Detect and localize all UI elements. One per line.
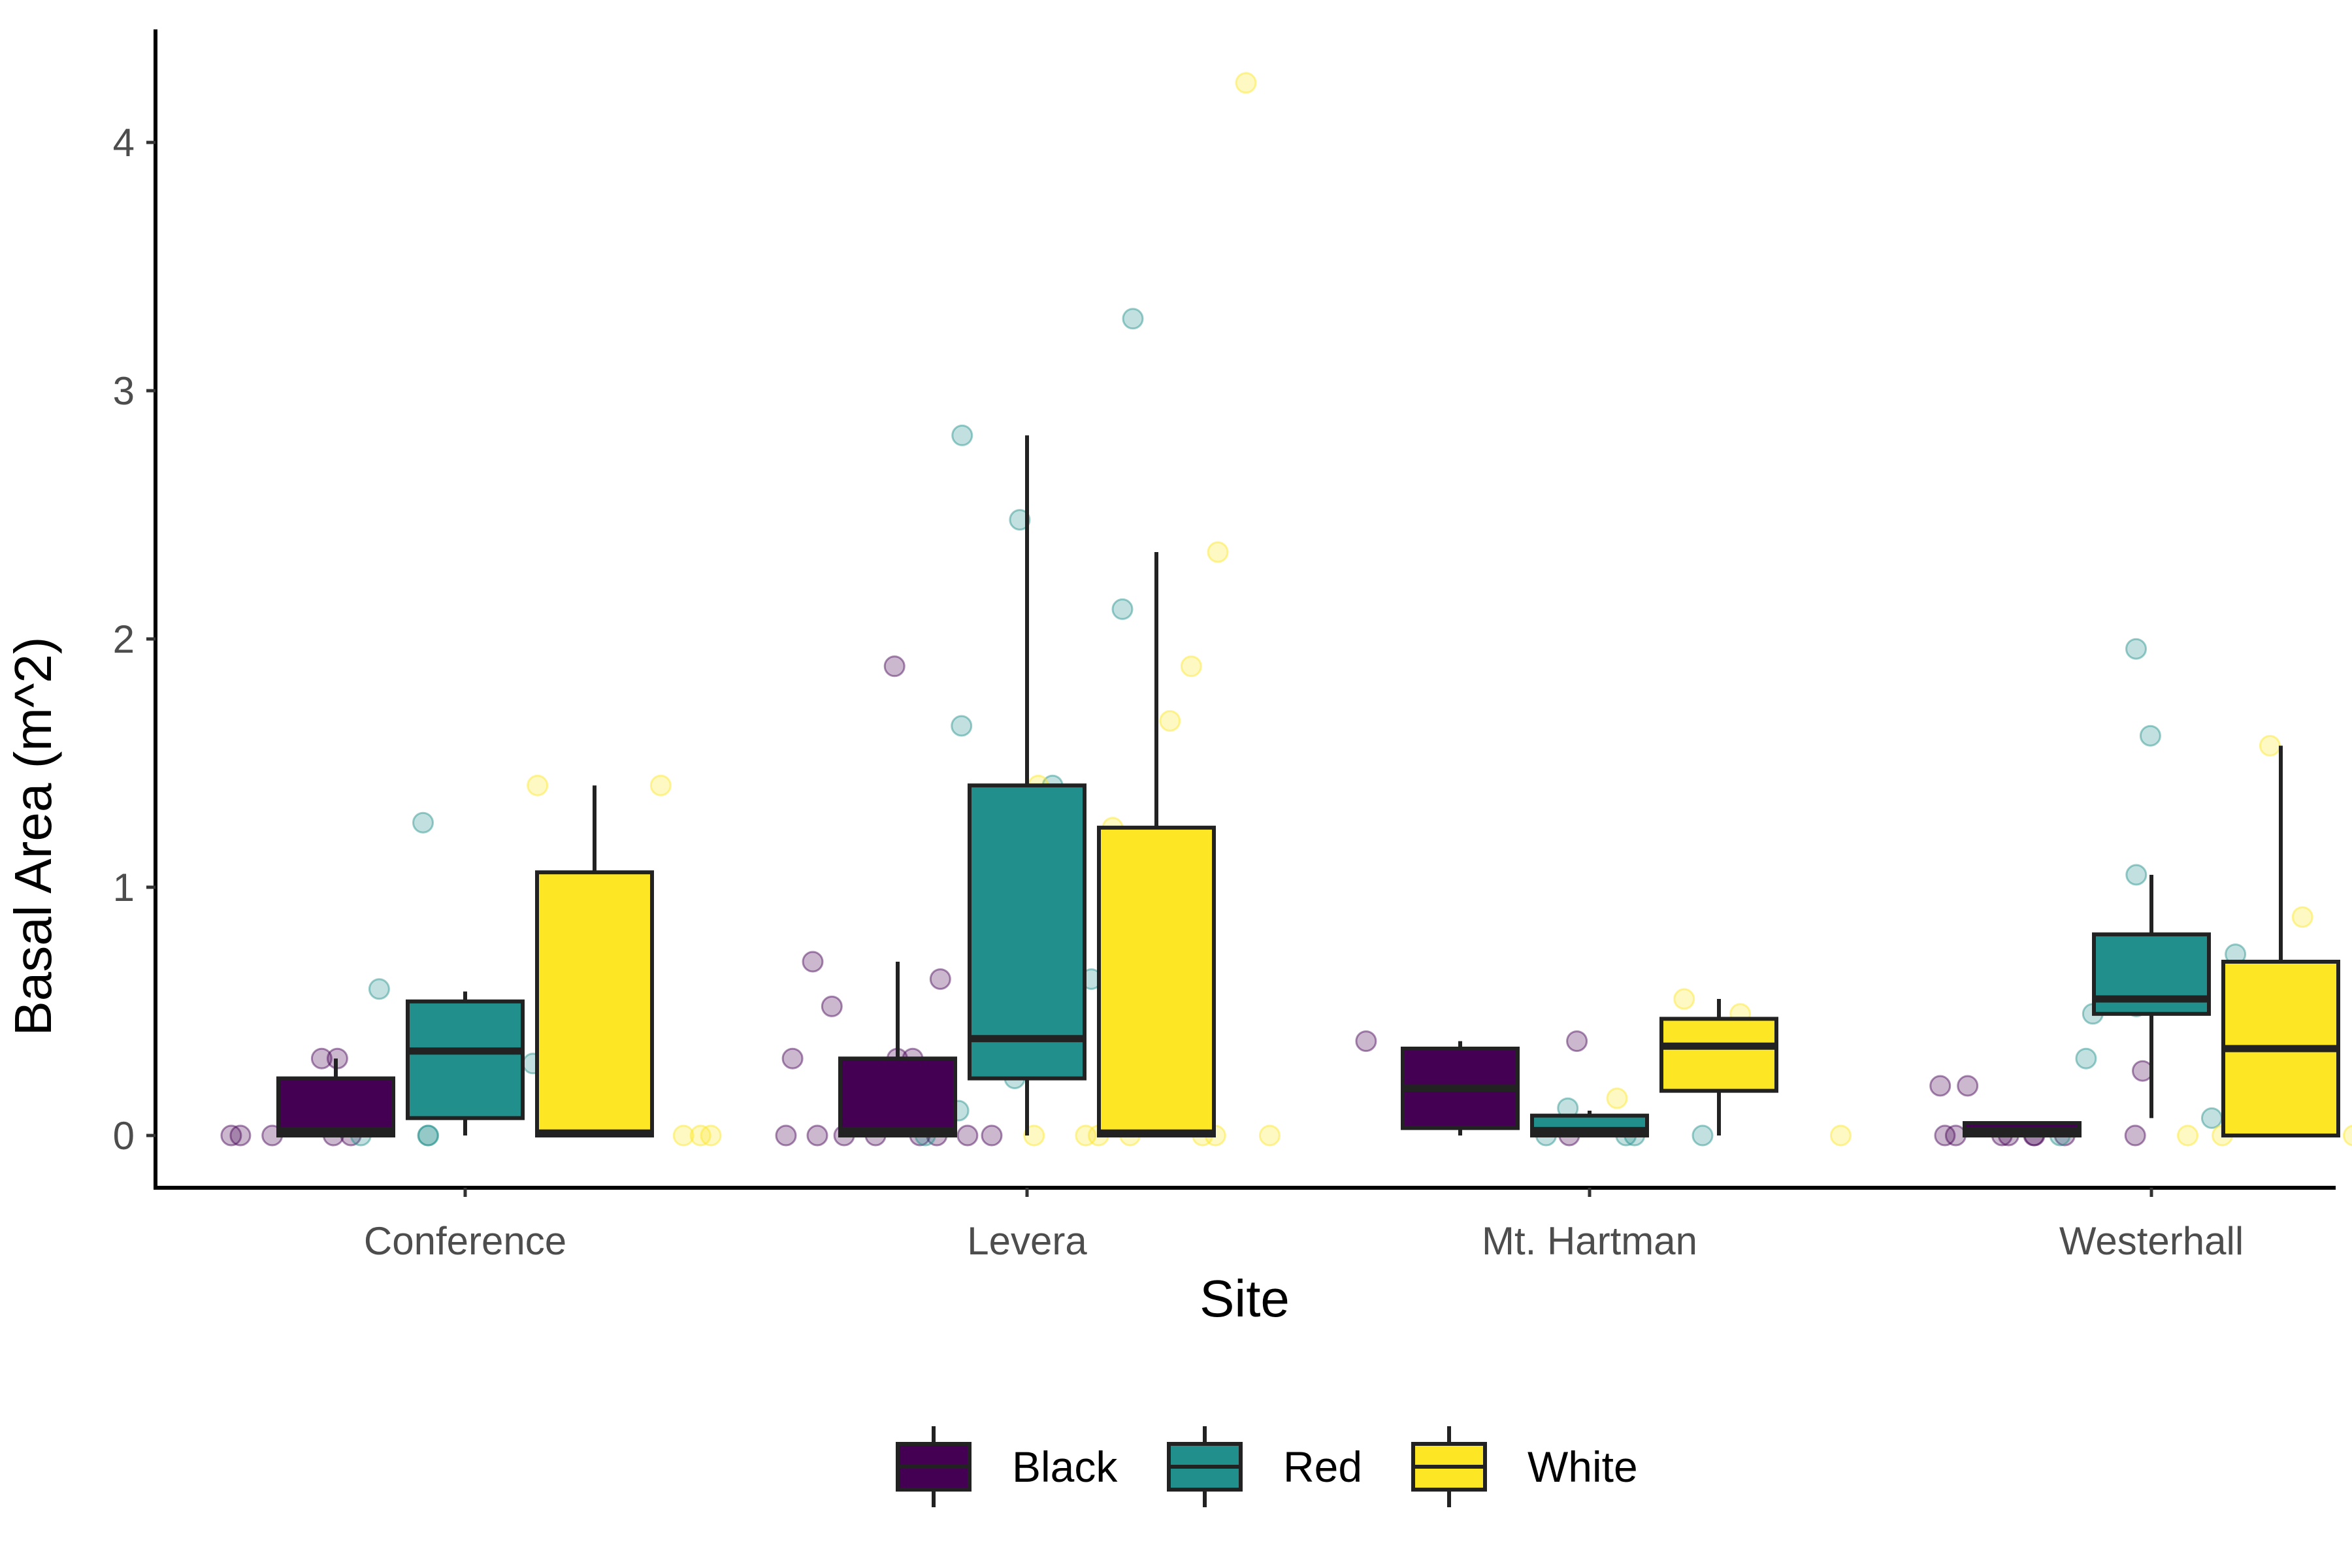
- box-black-westerhall: [1963, 1121, 2082, 1137]
- point-white-1-7: [1075, 1124, 1097, 1147]
- point-white-0-3: [700, 1124, 722, 1147]
- point-red-0-4: [417, 1124, 439, 1147]
- point-white-1-3: [1159, 710, 1181, 732]
- box-red-westerhall: [2092, 875, 2211, 1119]
- point-red-0-0: [412, 811, 434, 834]
- y-tick-label: 2: [113, 617, 135, 661]
- point-black-1-0: [981, 1124, 1003, 1147]
- legend-label-black: Black: [1012, 1443, 1118, 1491]
- y-axis-title: Basal Area (m^2): [4, 636, 62, 1036]
- point-black-3-0: [2124, 1124, 2146, 1147]
- point-red-1-0: [1122, 308, 1144, 330]
- point-red-1-1: [951, 424, 973, 446]
- point-black-1-8: [821, 995, 843, 1017]
- point-black-3-5: [1957, 1075, 1979, 1097]
- point-white-1-13: [1023, 1124, 1045, 1147]
- point-white-3-2: [2291, 906, 2313, 928]
- point-black-1-13: [806, 1124, 828, 1147]
- point-red-2-4: [1691, 1124, 1714, 1147]
- box-white-levera: [1097, 552, 1216, 1138]
- point-white-1-1: [1207, 541, 1229, 563]
- point-white-3-0: [2259, 734, 2281, 757]
- legend-label-red: Red: [1283, 1443, 1362, 1491]
- legend-item-red: Red: [1167, 1426, 1362, 1507]
- point-black-3-9: [1944, 1124, 1967, 1147]
- box-black-levera: [838, 962, 957, 1137]
- point-white-2-4: [1829, 1124, 1852, 1147]
- box-white-westerhall: [2221, 745, 2340, 1137]
- x-tick-label: Conference: [364, 1219, 566, 1263]
- point-red-1-2: [1111, 598, 1134, 620]
- point-black-3-6: [1929, 1075, 1952, 1097]
- axes-layer: 0 1 2 3 4 Conference Levera Mt. Hartman Westerha…: [113, 29, 2336, 1263]
- y-tick-label: 3: [113, 369, 135, 413]
- point-red-1-3: [1009, 509, 1031, 531]
- x-tick-label: Levera: [967, 1219, 1087, 1263]
- point-black-2-2: [1355, 1030, 1377, 1053]
- point-red-3-1: [2139, 725, 2161, 747]
- y-tick-label: 4: [113, 121, 135, 165]
- point-red-1-4: [951, 715, 973, 737]
- x-axis-title: Site: [1200, 1269, 1290, 1328]
- box-red-conference: [406, 991, 525, 1135]
- point-black-0-2: [229, 1124, 252, 1147]
- point-black-1-10: [802, 951, 824, 973]
- point-white-0-1: [649, 774, 672, 796]
- point-white-3-4: [2177, 1124, 2198, 1147]
- point-white-2-0: [1673, 988, 1695, 1010]
- x-tick-label: Mt. Hartman: [1482, 1219, 1697, 1263]
- point-red-3-7: [2075, 1047, 2097, 1070]
- legend-label-white: White: [1527, 1443, 1638, 1491]
- box-white-conference: [535, 785, 654, 1137]
- point-black-1-14: [775, 1124, 797, 1147]
- point-black-1-12: [883, 655, 906, 678]
- point-white-0-0: [527, 774, 549, 796]
- point-black-0-4: [310, 1047, 333, 1070]
- y-tick-label: 0: [113, 1114, 135, 1158]
- point-white-1-0: [1235, 72, 1257, 94]
- point-red-3-0: [2125, 638, 2147, 660]
- point-white-1-12: [1258, 1124, 1281, 1147]
- point-white-0-4: [689, 1124, 711, 1147]
- point-white-1-2: [1180, 655, 1202, 678]
- box-black-mthartman: [1401, 1041, 1520, 1135]
- point-red-3-2: [2125, 864, 2148, 886]
- box-red-levera: [968, 435, 1086, 1135]
- point-black-2-1: [1566, 1030, 1588, 1053]
- point-black-3-1: [1934, 1124, 1956, 1147]
- point-white-0-2: [672, 1124, 694, 1147]
- legend: Black Red White: [896, 1426, 1638, 1507]
- point-black-1-4: [956, 1124, 979, 1147]
- point-red-0-1: [368, 978, 390, 1000]
- box-red-mthartman: [1530, 1111, 1649, 1137]
- box-white-mthartman: [1659, 999, 1778, 1135]
- point-red-0-3: [417, 1124, 440, 1147]
- point-white-3-5: [2342, 1124, 2352, 1147]
- legend-item-black: Black: [896, 1426, 1118, 1507]
- point-white-2-3: [1606, 1087, 1628, 1109]
- point-red-3-8: [2200, 1107, 2223, 1129]
- x-tick-label: Westerhall: [2059, 1219, 2244, 1263]
- point-black-1-9: [929, 968, 951, 990]
- y-tick-label: 1: [113, 866, 135, 909]
- legend-item-white: White: [1411, 1426, 1638, 1507]
- boxes-layer: [276, 435, 2340, 1138]
- point-black-0-6: [220, 1124, 242, 1147]
- box-black-conference: [276, 1058, 395, 1137]
- point-black-1-6: [781, 1047, 804, 1070]
